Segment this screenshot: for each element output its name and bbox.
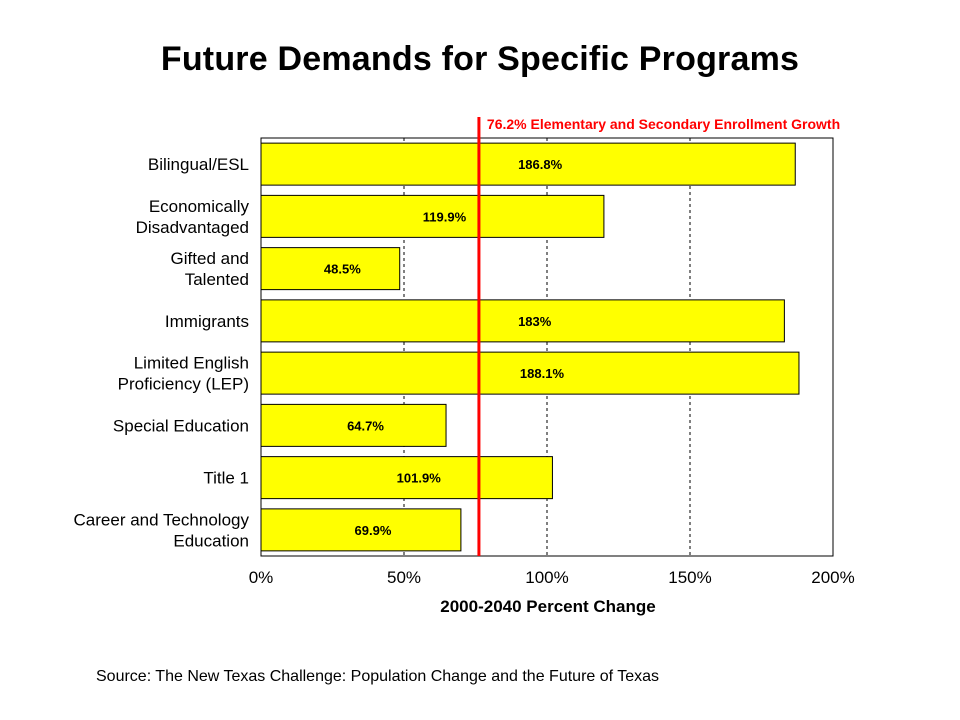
bar [260,508,462,552]
category-label: Special Education [113,416,249,435]
bar [260,456,553,500]
x-tick-label: 100% [525,568,568,587]
x-tick-label: 0% [249,568,274,587]
bar [260,247,401,291]
x-tick-label: 200% [811,568,854,587]
data-label: 69.9% [355,523,392,538]
category-label: Gifted and [171,249,249,268]
category-label: Education [173,531,249,550]
bar [260,142,796,186]
data-label: 183% [518,314,552,329]
category-labels: Bilingual/ESL Economically Disadvantaged Gi… [74,155,250,550]
category-label: Immigrants [165,312,249,331]
x-axis-ticks: 0% 50% 100% 150% 200% [249,568,855,587]
bar [260,403,447,447]
category-label: Title 1 [203,469,249,488]
data-labels: 186.8% 119.9% 48.5% 183% 188.1% 64.7% 101.9% 69… [324,157,565,538]
category-label: Career and Technology [74,510,250,529]
data-label: 48.5% [324,262,361,277]
bar [260,194,605,238]
category-label: Economically [149,197,250,216]
category-label: Talented [185,270,249,289]
category-label: Bilingual/ESL [148,155,249,174]
reference-line-label: 76.2% Elementary and Secondary Enrollmen… [487,116,840,132]
x-tick-label: 50% [387,568,421,587]
category-label: Limited English [134,354,249,373]
source-note: Source: The New Texas Challenge: Populat… [96,668,660,685]
category-label: Proficiency (LEP) [118,375,249,394]
page-title: Future Demands for Specific Programs [160,40,800,78]
bars [260,142,800,552]
x-axis-title: 2000-2040 Percent Change [440,597,655,616]
bar [260,351,800,395]
data-label: 186.8% [518,157,563,172]
bar [260,299,785,343]
data-label: 119.9% [423,209,467,224]
data-label: 188.1% [520,366,565,381]
data-label: 101.9% [397,471,442,486]
reference-line-group: 76.2% Elementary and Secondary Enrollmen… [477,116,840,556]
x-tick-label: 150% [668,568,711,587]
category-label: Disadvantaged [136,218,249,237]
data-label: 64.7% [347,418,384,433]
